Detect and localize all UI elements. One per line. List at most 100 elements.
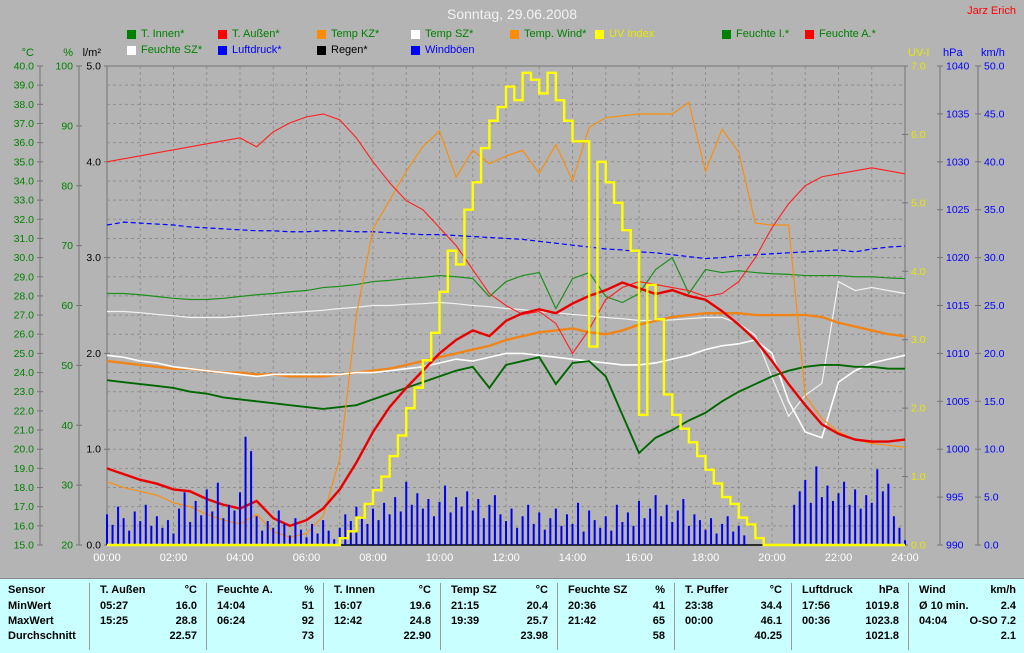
axis-tick-label: 40 bbox=[61, 420, 73, 432]
x-axis-label: 08:00 bbox=[359, 552, 387, 564]
wind-gust-bar bbox=[205, 489, 208, 545]
legend-item: Feuchte SZ* bbox=[127, 44, 202, 56]
axis-tick-label: 0.0 bbox=[984, 540, 999, 552]
wind-gust-bar bbox=[892, 516, 895, 545]
wind-gust-bar bbox=[139, 521, 142, 545]
axis-tick-label: 26.0 bbox=[14, 329, 35, 341]
wind-gust-bar bbox=[372, 508, 374, 545]
legend-label: Temp SZ* bbox=[425, 28, 474, 40]
axis-tick-label: 100 bbox=[55, 61, 73, 73]
wind-gust-bar bbox=[194, 500, 197, 545]
wind-gust-bar bbox=[449, 512, 452, 545]
axis-tick-label: 30.0 bbox=[984, 252, 1005, 264]
wind-gust-bar bbox=[831, 500, 834, 545]
table-max-value: 24.8 bbox=[409, 615, 431, 627]
table-sensor-unit: hPa bbox=[878, 584, 899, 596]
table-avg-value: 23.98 bbox=[520, 630, 548, 642]
wind-gust-bar bbox=[638, 500, 640, 545]
axis-tick-label: 10.0 bbox=[984, 444, 1005, 456]
wind-gust-bar bbox=[233, 510, 236, 545]
table-sensor-name: Temp SZ bbox=[451, 584, 497, 596]
wind-gust-bar bbox=[665, 504, 668, 545]
axis-tick-label: 990 bbox=[946, 540, 964, 552]
legend-item: Temp. Wind* bbox=[510, 28, 586, 40]
series-luftdruck bbox=[106, 221, 906, 260]
wind-gust-bar bbox=[499, 514, 502, 545]
table-sensor-unit: °C bbox=[418, 584, 431, 596]
table-max-value: 25.7 bbox=[526, 615, 548, 627]
wind-gust-bar bbox=[826, 485, 829, 545]
table-min-value: 2.4 bbox=[1000, 600, 1016, 612]
wind-gust-bar bbox=[693, 514, 696, 545]
x-axis-label: 06:00 bbox=[293, 552, 321, 564]
wind-gust-bar bbox=[272, 527, 275, 545]
table-column-divider bbox=[206, 583, 207, 650]
legend-label: Feuchte I.* bbox=[736, 28, 790, 40]
wind-gust-bar bbox=[311, 523, 314, 545]
legend-swatch-icon bbox=[722, 29, 731, 39]
wind-gust-bar bbox=[239, 492, 241, 545]
wind-gust-bar bbox=[571, 523, 574, 545]
legend-label: UV Index bbox=[609, 28, 655, 40]
wind-gust-bar bbox=[654, 495, 657, 545]
legend-swatch-icon bbox=[411, 45, 420, 55]
wind-gust-bar bbox=[128, 530, 131, 545]
table-min-time: 16:07 bbox=[334, 600, 363, 612]
x-axis-label: 18:00 bbox=[692, 552, 720, 564]
axis-tick-label: 30.0 bbox=[14, 252, 35, 264]
axis-tick-label: km/h bbox=[981, 47, 1005, 59]
wind-gust-bar bbox=[521, 516, 524, 545]
wind-gust-bar bbox=[904, 540, 906, 545]
wind-gust-bar bbox=[466, 491, 469, 545]
table-min-value: 20.4 bbox=[526, 600, 548, 612]
table-max-time: 00:00 bbox=[685, 615, 714, 627]
series-feuchte_a bbox=[106, 113, 906, 355]
table-column-divider bbox=[440, 583, 441, 650]
wind-gust-bar bbox=[349, 521, 352, 545]
wind-gust-bar bbox=[505, 521, 507, 545]
axis-tick-label: 1010 bbox=[946, 348, 970, 360]
axis-tick-label: 1000 bbox=[946, 444, 970, 456]
page-title: Sonntag, 29.06.2008 bbox=[446, 6, 577, 22]
wind-gust-bar bbox=[737, 525, 740, 545]
wind-gust-bar bbox=[793, 504, 796, 545]
axis-tick-label: 1040 bbox=[946, 61, 970, 73]
axis-tick-label: 1025 bbox=[946, 204, 970, 216]
legend-swatch-icon bbox=[317, 45, 326, 55]
table-column-divider bbox=[89, 583, 90, 650]
axis-tick-label: 23.0 bbox=[14, 386, 35, 398]
wind-gust-bar bbox=[150, 525, 153, 545]
wind-gust-bar bbox=[111, 524, 114, 545]
wind-gust-bar bbox=[588, 510, 591, 545]
table-max-time: 12:42 bbox=[334, 615, 363, 627]
wind-gust-bar bbox=[471, 510, 474, 545]
wind-gust-bar bbox=[421, 508, 424, 545]
legend-swatch-icon bbox=[317, 29, 326, 39]
table-sensor-unit: km/h bbox=[990, 584, 1016, 596]
wind-gust-bar bbox=[410, 504, 413, 545]
wind-gust-bar bbox=[227, 504, 230, 545]
table-sensor-name: Wind bbox=[919, 584, 946, 596]
wind-gust-bar bbox=[859, 508, 862, 545]
wind-gust-bar bbox=[881, 491, 884, 545]
axis-tick-label: 5.0 bbox=[911, 197, 926, 209]
axis-tick-label: 60 bbox=[61, 300, 73, 312]
table-min-time: 17:56 bbox=[802, 600, 831, 612]
table-avg-value: 22.57 bbox=[169, 630, 197, 642]
wind-gust-bar bbox=[848, 504, 851, 545]
wind-gust-bar bbox=[671, 522, 674, 545]
legend-swatch-icon bbox=[805, 29, 814, 39]
table-sensor-unit: % bbox=[304, 584, 314, 596]
wind-gust-bar bbox=[527, 504, 530, 545]
x-axis-label: 22:00 bbox=[825, 552, 853, 564]
wind-gust-bar bbox=[687, 525, 690, 545]
wind-gust-bar bbox=[538, 512, 541, 545]
table-min-time: 21:15 bbox=[451, 600, 480, 612]
wind-gust-bar bbox=[189, 522, 192, 545]
wind-gust-bar bbox=[510, 508, 513, 545]
axis-tick-label: 20.0 bbox=[984, 348, 1005, 360]
legend-label: Temp. Wind* bbox=[524, 28, 587, 40]
table-max-value: 46.1 bbox=[760, 615, 782, 627]
table-min-value: 41 bbox=[652, 600, 665, 612]
wind-gust-bar bbox=[388, 514, 391, 545]
